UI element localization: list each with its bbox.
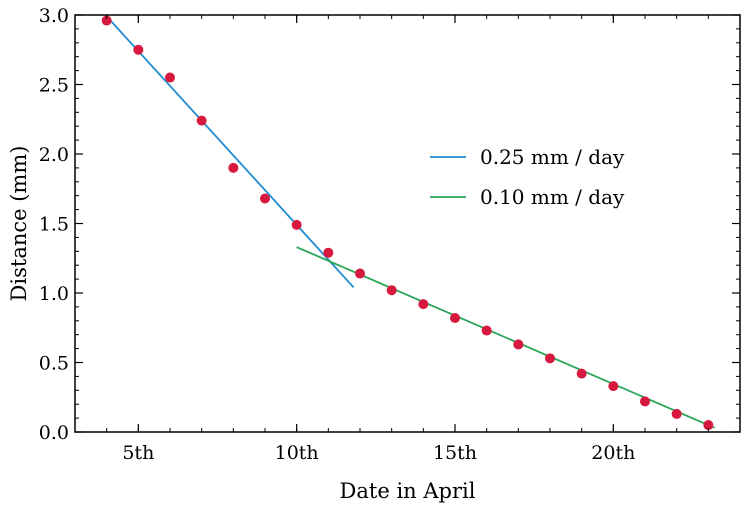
data-point bbox=[228, 162, 239, 173]
fit-lines bbox=[106, 15, 716, 429]
x-tick-label: 5th bbox=[122, 442, 154, 464]
data-point bbox=[545, 353, 555, 364]
y-tick-label: 2.0 bbox=[39, 144, 69, 166]
data-point bbox=[101, 15, 112, 26]
y-axis-ticks: 0.0 0.5 1.0 1.5 2.0 2.5 3.0 bbox=[39, 5, 740, 444]
data-point bbox=[640, 396, 650, 407]
data-point bbox=[513, 339, 524, 350]
legend-label: 0.10 mm / day bbox=[480, 185, 625, 209]
data-point bbox=[133, 44, 144, 55]
x-tick-label: 15th bbox=[433, 442, 477, 464]
data-point bbox=[418, 299, 429, 310]
x-axis-ticks: 5th 10th 15th 20th bbox=[106, 15, 709, 464]
x-axis-title: Date in April bbox=[340, 479, 476, 503]
y-tick-label: 3.0 bbox=[39, 5, 69, 27]
data-point bbox=[291, 219, 302, 230]
data-point bbox=[165, 72, 175, 83]
y-tick-label: 1.5 bbox=[39, 214, 69, 236]
y-tick-label: 2.5 bbox=[39, 75, 69, 97]
data-point bbox=[355, 268, 365, 279]
legend: 0.25 mm / day 0.10 mm / day bbox=[430, 145, 625, 209]
y-tick-label: 0.0 bbox=[39, 422, 69, 444]
y-tick-label: 0.5 bbox=[39, 353, 69, 375]
x-tick-label: 20th bbox=[591, 442, 635, 464]
data-point bbox=[260, 193, 270, 204]
data-point bbox=[196, 115, 207, 126]
y-tick-label: 1.0 bbox=[39, 283, 69, 305]
data-point bbox=[671, 408, 682, 419]
data-point bbox=[481, 325, 492, 336]
data-point bbox=[450, 313, 460, 324]
data-point bbox=[703, 420, 714, 431]
data-points bbox=[101, 15, 714, 431]
fit-line bbox=[106, 15, 355, 289]
data-point bbox=[576, 368, 587, 379]
data-point bbox=[608, 381, 619, 392]
data-point bbox=[323, 247, 334, 258]
data-point bbox=[386, 285, 397, 296]
legend-label: 0.25 mm / day bbox=[480, 145, 625, 169]
x-tick-label: 10th bbox=[275, 442, 319, 464]
y-axis-title: Distance (mm) bbox=[7, 146, 31, 302]
